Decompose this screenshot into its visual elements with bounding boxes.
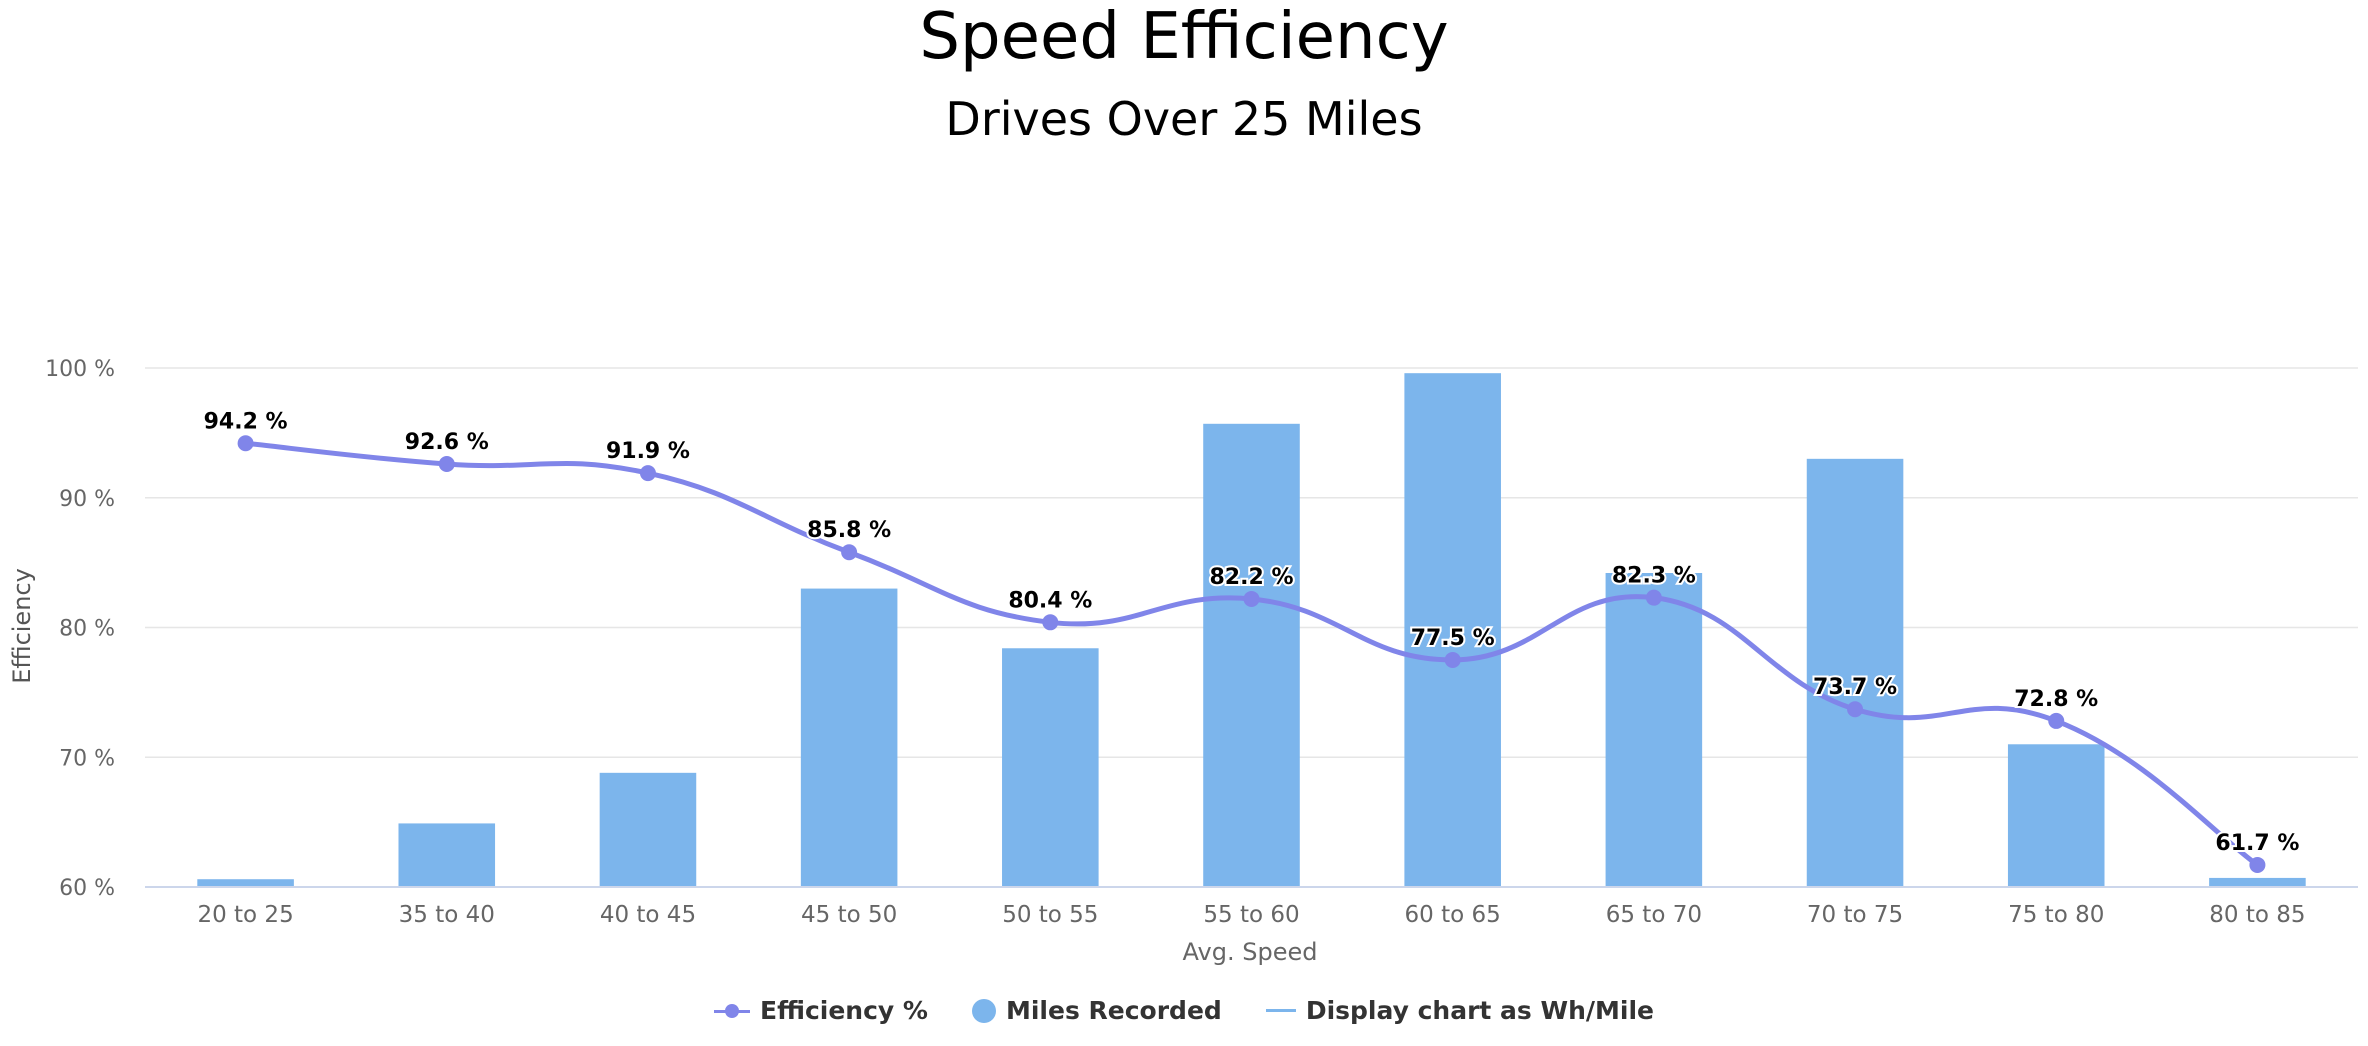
data-label: 61.7 % [2215,831,2299,856]
data-label: 73.7 % [1813,675,1897,700]
data-label: 92.6 % [405,430,489,455]
y-tick-label: 90 % [59,487,115,512]
legend-item-wh-toggle[interactable]: Display chart as Wh/Mile [1265,996,1654,1025]
legend-label-miles: Miles Recorded [1005,996,1222,1025]
y-tick-label: 70 % [59,746,115,771]
bar [599,772,697,887]
line-icon [1265,1009,1296,1012]
data-label: 72.8 % [2014,687,2098,712]
line-marker-icon [714,1001,750,1021]
legend-label-efficiency: Efficiency % [760,996,928,1025]
efficiency-point [841,544,858,561]
x-tick-label: 65 to 70 [1606,902,1702,928]
bar [1404,373,1501,887]
efficiency-point [1847,701,1864,718]
efficiency-point [237,435,254,452]
bar [398,823,496,887]
x-tick-label: 70 to 75 [1807,902,1903,928]
legend-item-efficiency[interactable]: Efficiency % [714,996,928,1025]
efficiency-point [2249,856,2266,873]
chart-title: Speed Efficiency [919,0,1449,74]
bar [800,588,898,887]
x-tick-label: 45 to 50 [801,902,897,928]
y-tick-label: 100 % [45,357,115,382]
bar [1806,458,1904,887]
x-tick-label: 20 to 25 [197,902,293,928]
data-label: 85.8 % [807,518,891,543]
circle-icon [971,998,996,1023]
data-label: 80.4 % [1008,588,1092,613]
data-label: 82.2 % [1210,565,1294,590]
efficiency-point [2048,712,2065,729]
x-tick-label: 80 to 85 [2209,902,2305,928]
data-label: 77.5 % [1411,626,1495,651]
line-efficiency [237,435,2266,873]
bar [197,879,294,887]
bar [1002,648,1099,887]
bar [1203,423,1300,887]
axes: 100 % 90 % 80 % 70 % 60 % 20 to 25 35 to 40 40 … [45,357,2358,928]
efficiency-point [1243,590,1260,607]
x-tick-label: 35 to 40 [399,902,495,928]
chart-subtitle: Drives Over 25 Miles [945,92,1423,146]
bar [2007,744,2105,887]
x-tick-label: 40 to 45 [600,902,696,928]
x-tick-label: 60 to 65 [1405,902,1501,928]
legend: Efficiency % Miles Recorded Display char… [0,996,2368,1025]
x-tick-label: 55 to 60 [1203,902,1299,928]
data-label: 82.3 % [1612,564,1696,589]
bar [1605,573,1703,887]
efficiency-point [438,456,455,473]
legend-label-wh: Display chart as Wh/Mile [1305,996,1654,1025]
y-tick-label: 80 % [59,617,115,642]
bar [2209,877,2306,887]
data-label: 94.2 % [204,409,288,434]
efficiency-line [243,440,2260,868]
bars-miles-recorded [197,373,2306,887]
efficiency-point [639,465,656,482]
y-axis-title: Efficiency [8,568,36,684]
y-tick-label: 60 % [59,876,115,901]
legend-item-miles[interactable]: Miles Recorded [971,996,1222,1025]
x-tick-label: 50 to 55 [1002,902,1098,928]
data-labels: 94.2 % 92.6 % 91.9 % 85.8 % 80.4 % 82.2 % 77.5… [202,407,2302,858]
x-axis-title: Avg. Speed [1183,938,1318,966]
x-tick-label: 75 to 80 [2008,902,2104,928]
data-label: 91.9 % [606,439,690,464]
efficiency-point [1444,651,1461,668]
efficiency-point [1645,589,1662,606]
efficiency-point [1042,614,1059,631]
